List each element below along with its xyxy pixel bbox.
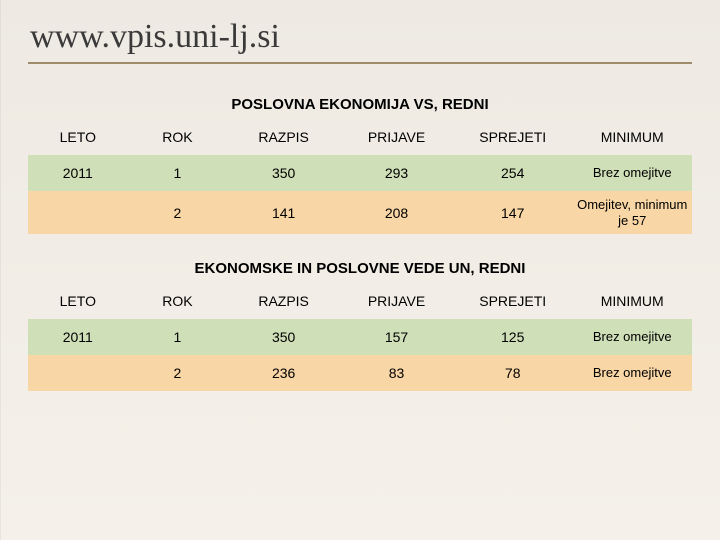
table-row: 2 236 83 78 Brez omejitve [28,355,692,391]
cell: 254 [453,155,573,191]
cell: 147 [453,191,573,234]
cell: 78 [453,355,573,391]
table-header-row: LETO ROK RAZPIS PRIJAVE SPREJETI MINIMUM [28,283,692,319]
table-row: 2011 1 350 157 125 Brez omejitve [28,319,692,355]
col-sprejeti: SPREJETI [453,283,573,319]
cell [28,355,128,391]
table-row: 2011 1 350 293 254 Brez omejitve [28,155,692,191]
table-0: LETO ROK RAZPIS PRIJAVE SPREJETI MINIMUM… [28,119,692,234]
col-sprejeti: SPREJETI [453,119,573,155]
col-prijave: PRIJAVE [340,119,453,155]
col-razpis: RAZPIS [227,283,340,319]
cell: 141 [227,191,340,234]
cell: 2011 [28,155,128,191]
cell: 350 [227,155,340,191]
cell [28,191,128,234]
cell: 2011 [28,319,128,355]
col-minimum: MINIMUM [572,283,692,319]
col-rok: ROK [128,283,228,319]
section-title-0: POSLOVNA EKONOMIJA VS, REDNI [28,88,692,119]
col-leto: LETO [28,283,128,319]
cell: Brez omejitve [572,319,692,355]
cell: Brez omejitve [572,155,692,191]
table-row: 2 141 208 147 Omejitev, minimum je 57 [28,191,692,234]
cell: 208 [340,191,453,234]
cell: 236 [227,355,340,391]
cell: Brez omejitve [572,355,692,391]
cell: 125 [453,319,573,355]
col-razpis: RAZPIS [227,119,340,155]
col-prijave: PRIJAVE [340,283,453,319]
cell: 2 [128,191,228,234]
cell: 1 [128,319,228,355]
cell: 157 [340,319,453,355]
title-underline [28,62,692,64]
col-minimum: MINIMUM [572,119,692,155]
col-leto: LETO [28,119,128,155]
cell: 2 [128,355,228,391]
table-1: LETO ROK RAZPIS PRIJAVE SPREJETI MINIMUM… [28,283,692,391]
cell: Omejitev, minimum je 57 [572,191,692,234]
table-header-row: LETO ROK RAZPIS PRIJAVE SPREJETI MINIMUM [28,119,692,155]
col-rok: ROK [128,119,228,155]
page-title: www.vpis.uni-lj.si [30,18,692,56]
cell: 83 [340,355,453,391]
cell: 293 [340,155,453,191]
cell: 1 [128,155,228,191]
section-title-1: EKONOMSKE IN POSLOVNE VEDE UN, REDNI [28,252,692,283]
cell: 350 [227,319,340,355]
